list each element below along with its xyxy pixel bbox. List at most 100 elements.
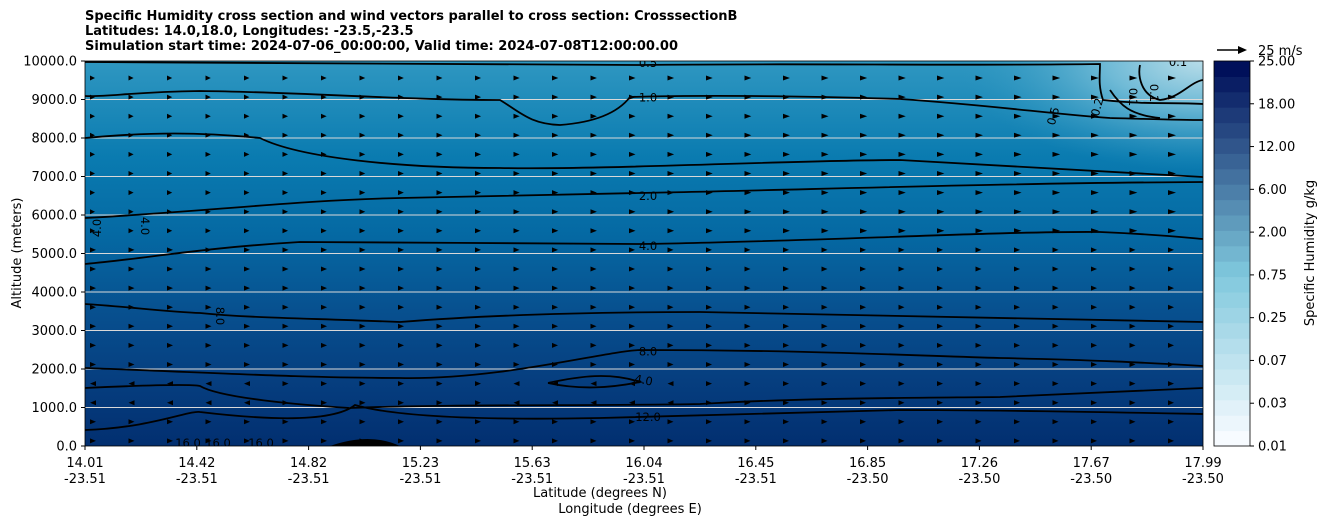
colorbar-swatch — [1214, 230, 1250, 247]
wind-vector — [1129, 323, 1136, 329]
wind-vector — [744, 285, 751, 291]
wind-vector — [937, 323, 943, 329]
wind-vector — [167, 94, 173, 100]
wind-vector — [821, 75, 829, 81]
wind-vector — [783, 400, 789, 406]
contour-0.5 — [85, 61, 1203, 105]
wind-vector — [475, 94, 482, 100]
y-tick-label: 6000.0 — [32, 209, 78, 224]
wind-vector — [590, 438, 597, 444]
wind-vector — [1129, 362, 1136, 367]
wind-vector — [1129, 247, 1136, 253]
colorbar-swatch — [1214, 184, 1250, 201]
wind-vector — [128, 190, 134, 196]
colorbar-swatch — [1214, 353, 1250, 370]
wind-vector — [1168, 285, 1174, 291]
colorbar-tick-label: 2.00 — [1258, 226, 1287, 241]
wind-vector — [783, 342, 789, 348]
colorbar-swatch — [1214, 399, 1250, 416]
colorbar-swatch — [1214, 61, 1250, 77]
wind-vector — [552, 438, 558, 444]
wind-vector — [244, 113, 250, 119]
wind-vector — [90, 171, 95, 176]
wind-vector — [359, 171, 366, 176]
contour-label: 16.0 — [205, 436, 231, 450]
wind-vector — [398, 132, 404, 138]
colorbar-swatch — [1214, 415, 1250, 432]
wind-vector — [513, 438, 520, 444]
wind-vector — [1129, 209, 1138, 215]
wind-vector — [783, 438, 789, 444]
wind-vector — [590, 266, 597, 272]
wind-vector — [128, 75, 134, 81]
colorbar-swatch — [1214, 199, 1250, 216]
wind-vector — [244, 75, 250, 81]
wind-vector — [898, 304, 905, 310]
wind-vector — [629, 171, 636, 176]
wind-vector — [475, 381, 481, 387]
colorbar-tick-label: 0.01 — [1258, 440, 1287, 455]
wind-vector — [1014, 228, 1022, 234]
contour-label: 0.1 — [1147, 84, 1161, 102]
wind-vector — [205, 438, 212, 444]
wind-vector — [205, 113, 211, 119]
wind-vector — [321, 171, 327, 176]
wind-vector — [821, 132, 829, 138]
y-tick-label: 1000.0 — [32, 401, 78, 416]
wind-vector — [282, 381, 289, 387]
wind-vector — [359, 228, 366, 234]
wind-vector — [1091, 75, 1099, 81]
wind-vector — [975, 151, 983, 157]
wind-vector — [398, 247, 404, 253]
wind-vector — [590, 419, 597, 425]
colorbar-swatch — [1214, 384, 1250, 401]
wind-vector — [244, 228, 250, 234]
wind-vector — [167, 247, 173, 253]
wind-vector — [513, 209, 520, 215]
wind-vector — [860, 113, 868, 119]
wind-vector — [282, 247, 289, 253]
wind-vector — [513, 132, 520, 138]
wind-vector — [321, 362, 327, 367]
wind-vector — [1052, 132, 1061, 138]
wind-vector — [475, 75, 482, 81]
wind-vector — [898, 75, 906, 81]
wind-vector — [1091, 285, 1097, 291]
x-tick-label-lon: -23.51 — [64, 472, 106, 487]
wind-vector — [398, 151, 404, 157]
wind-vector — [282, 209, 289, 215]
wind-vector — [744, 381, 751, 387]
wind-vector — [590, 342, 597, 348]
wind-vector — [783, 419, 789, 425]
wind-vector — [359, 247, 366, 253]
colorbar-tick-label: 18.00 — [1258, 97, 1295, 112]
contour-12.0 — [85, 404, 1203, 431]
wind-vector — [1168, 266, 1174, 272]
wind-vector — [1014, 247, 1020, 253]
wind-vector — [975, 438, 982, 444]
wind-vector — [552, 209, 559, 215]
wind-vector — [90, 285, 96, 291]
wind-vector — [629, 228, 636, 234]
wind-vector — [321, 381, 327, 387]
wind-vector — [975, 266, 982, 272]
wind-vector — [937, 75, 945, 81]
wind-vector — [167, 400, 173, 406]
wind-vector — [590, 247, 597, 253]
wind-vector — [552, 304, 558, 310]
contour-0.1 — [1138, 64, 1203, 101]
contour-label: 4.0 — [633, 372, 653, 389]
wind-vector — [1168, 342, 1174, 348]
contour-label: 0.2 — [1088, 96, 1106, 117]
wind-vector — [205, 266, 212, 272]
wind-vector — [436, 171, 443, 176]
wind-vector — [706, 171, 713, 176]
contour-1.0 — [85, 90, 1203, 126]
wind-vector — [898, 151, 906, 157]
wind-vector — [90, 113, 95, 119]
x-tick-label-lat: 17.67 — [1073, 456, 1110, 471]
wind-vector — [282, 151, 289, 157]
wind-vector — [744, 75, 752, 81]
wind-vector — [783, 247, 789, 253]
wind-vector — [629, 151, 636, 157]
